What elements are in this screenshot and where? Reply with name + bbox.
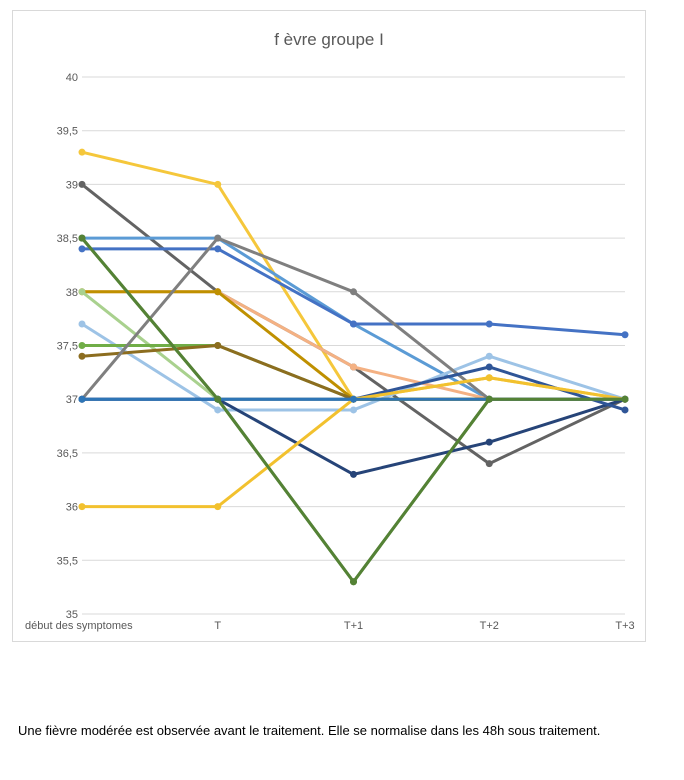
x-tick-label: T+2 — [480, 620, 499, 632]
data-point — [78, 352, 86, 360]
data-point — [485, 395, 493, 403]
data-point — [214, 406, 222, 414]
data-point — [214, 395, 222, 403]
y-tick-label: 39 — [66, 179, 78, 191]
y-axis-tick-labels: 35 35,5 36 36,5 37 37,5 38 38,5 39 39,5 40 — [57, 72, 78, 621]
line-chart: 35 35,5 36 36,5 37 37,5 38 38,5 39 39,5 40 début d… — [25, 72, 635, 632]
data-point — [78, 234, 86, 242]
y-tick-label: 36,5 — [57, 448, 78, 460]
y-tick-label: 36 — [66, 502, 78, 514]
data-point — [78, 503, 86, 511]
data-point — [214, 180, 222, 188]
data-point — [350, 363, 357, 371]
data-point — [485, 460, 493, 468]
x-tick-label: début des symptomes — [25, 620, 133, 632]
data-point — [350, 395, 357, 403]
data-point — [214, 503, 222, 511]
x-tick-label: T — [214, 620, 221, 632]
data-point — [78, 245, 86, 253]
y-tick-label: 35,5 — [57, 555, 78, 567]
y-tick-label: 38,5 — [57, 233, 78, 245]
y-tick-label: 37,5 — [57, 341, 78, 353]
series-line — [81, 150, 626, 401]
gridlines — [82, 76, 625, 615]
data-point — [485, 363, 493, 371]
data-point — [485, 374, 493, 382]
data-point — [78, 288, 86, 296]
y-tick-label: 38 — [66, 287, 78, 299]
data-point — [78, 342, 86, 349]
x-axis-tick-labels: début des symptomes T T+1 T+2 T+3 — [25, 620, 635, 632]
caption-text: Une fièvre modérée est observée avant le… — [18, 723, 601, 738]
data-point — [78, 395, 86, 403]
data-point — [485, 320, 493, 328]
y-tick-label: 40 — [66, 72, 78, 84]
data-point — [78, 320, 86, 328]
series-5 — [78, 245, 629, 339]
data-point — [350, 578, 357, 586]
data-point — [485, 438, 493, 446]
data-point — [621, 395, 629, 403]
chart-title: f èvre groupe I — [274, 30, 384, 49]
data-point — [350, 288, 357, 296]
data-point — [78, 148, 86, 156]
series-17 — [78, 234, 629, 586]
series-12 — [78, 234, 629, 403]
data-point — [214, 234, 222, 242]
data-point — [350, 470, 357, 478]
x-tick-label: T+1 — [344, 620, 363, 632]
data-point — [214, 342, 222, 349]
y-tick-label: 39,5 — [57, 126, 78, 138]
x-tick-label: T+3 — [615, 620, 634, 632]
data-point — [78, 180, 86, 188]
series-3 — [78, 234, 629, 403]
data-point — [350, 406, 357, 414]
series-15 — [78, 374, 629, 511]
chart-frame — [12, 10, 646, 642]
y-tick-label: 35 — [66, 609, 78, 621]
y-tick-label: 37 — [66, 394, 78, 406]
data-point — [214, 245, 222, 253]
data-point — [621, 331, 629, 339]
series-14 — [78, 363, 629, 414]
data-point — [214, 288, 222, 296]
data-point — [350, 320, 357, 328]
series-lines — [78, 148, 629, 586]
data-point — [485, 352, 493, 360]
data-point — [621, 406, 629, 414]
